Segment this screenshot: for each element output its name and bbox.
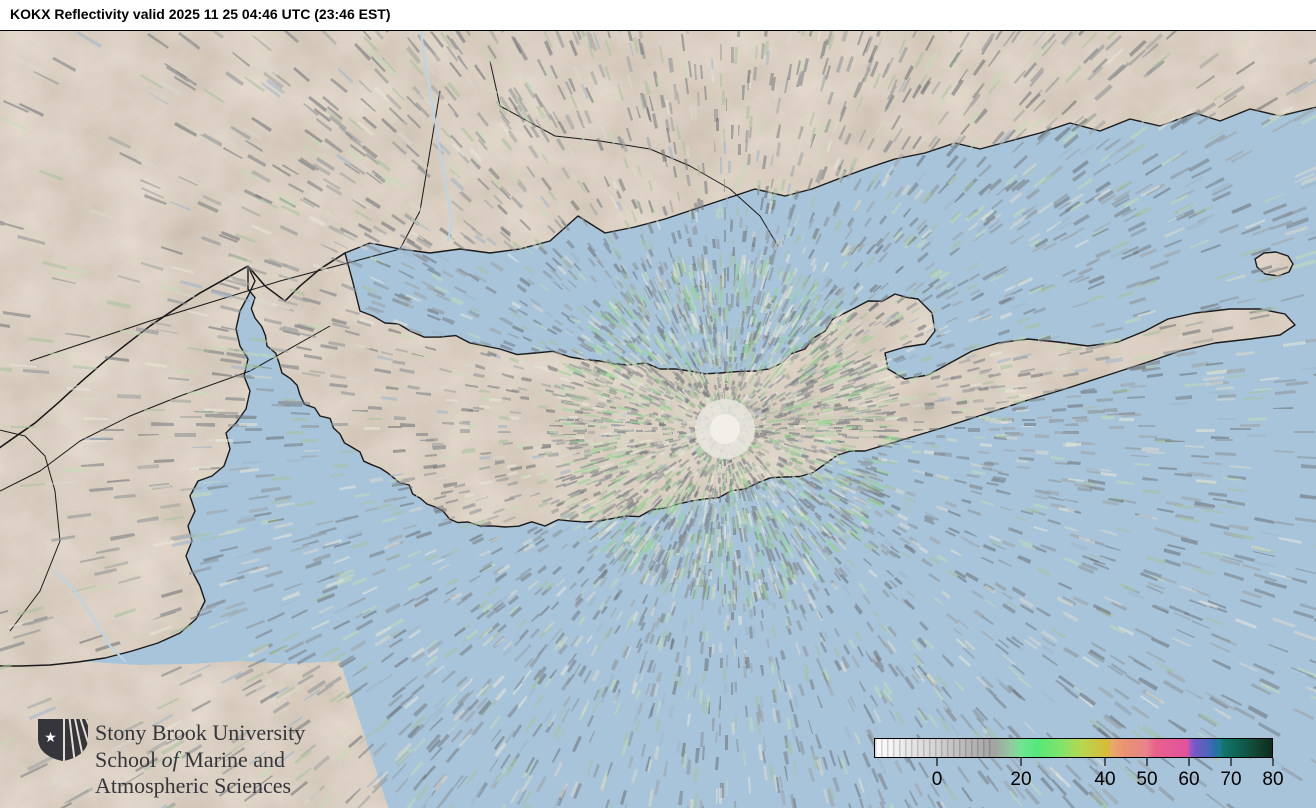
svg-text:50: 50 [1136,769,1157,790]
svg-text:70: 70 [1220,769,1241,790]
svg-text:80: 80 [1262,769,1283,790]
svg-text:60: 60 [1178,769,1199,790]
svg-text:0: 0 [932,769,943,790]
svg-text:★: ★ [44,729,57,745]
svg-text:40: 40 [1094,769,1115,790]
svg-text:20: 20 [1010,769,1031,790]
